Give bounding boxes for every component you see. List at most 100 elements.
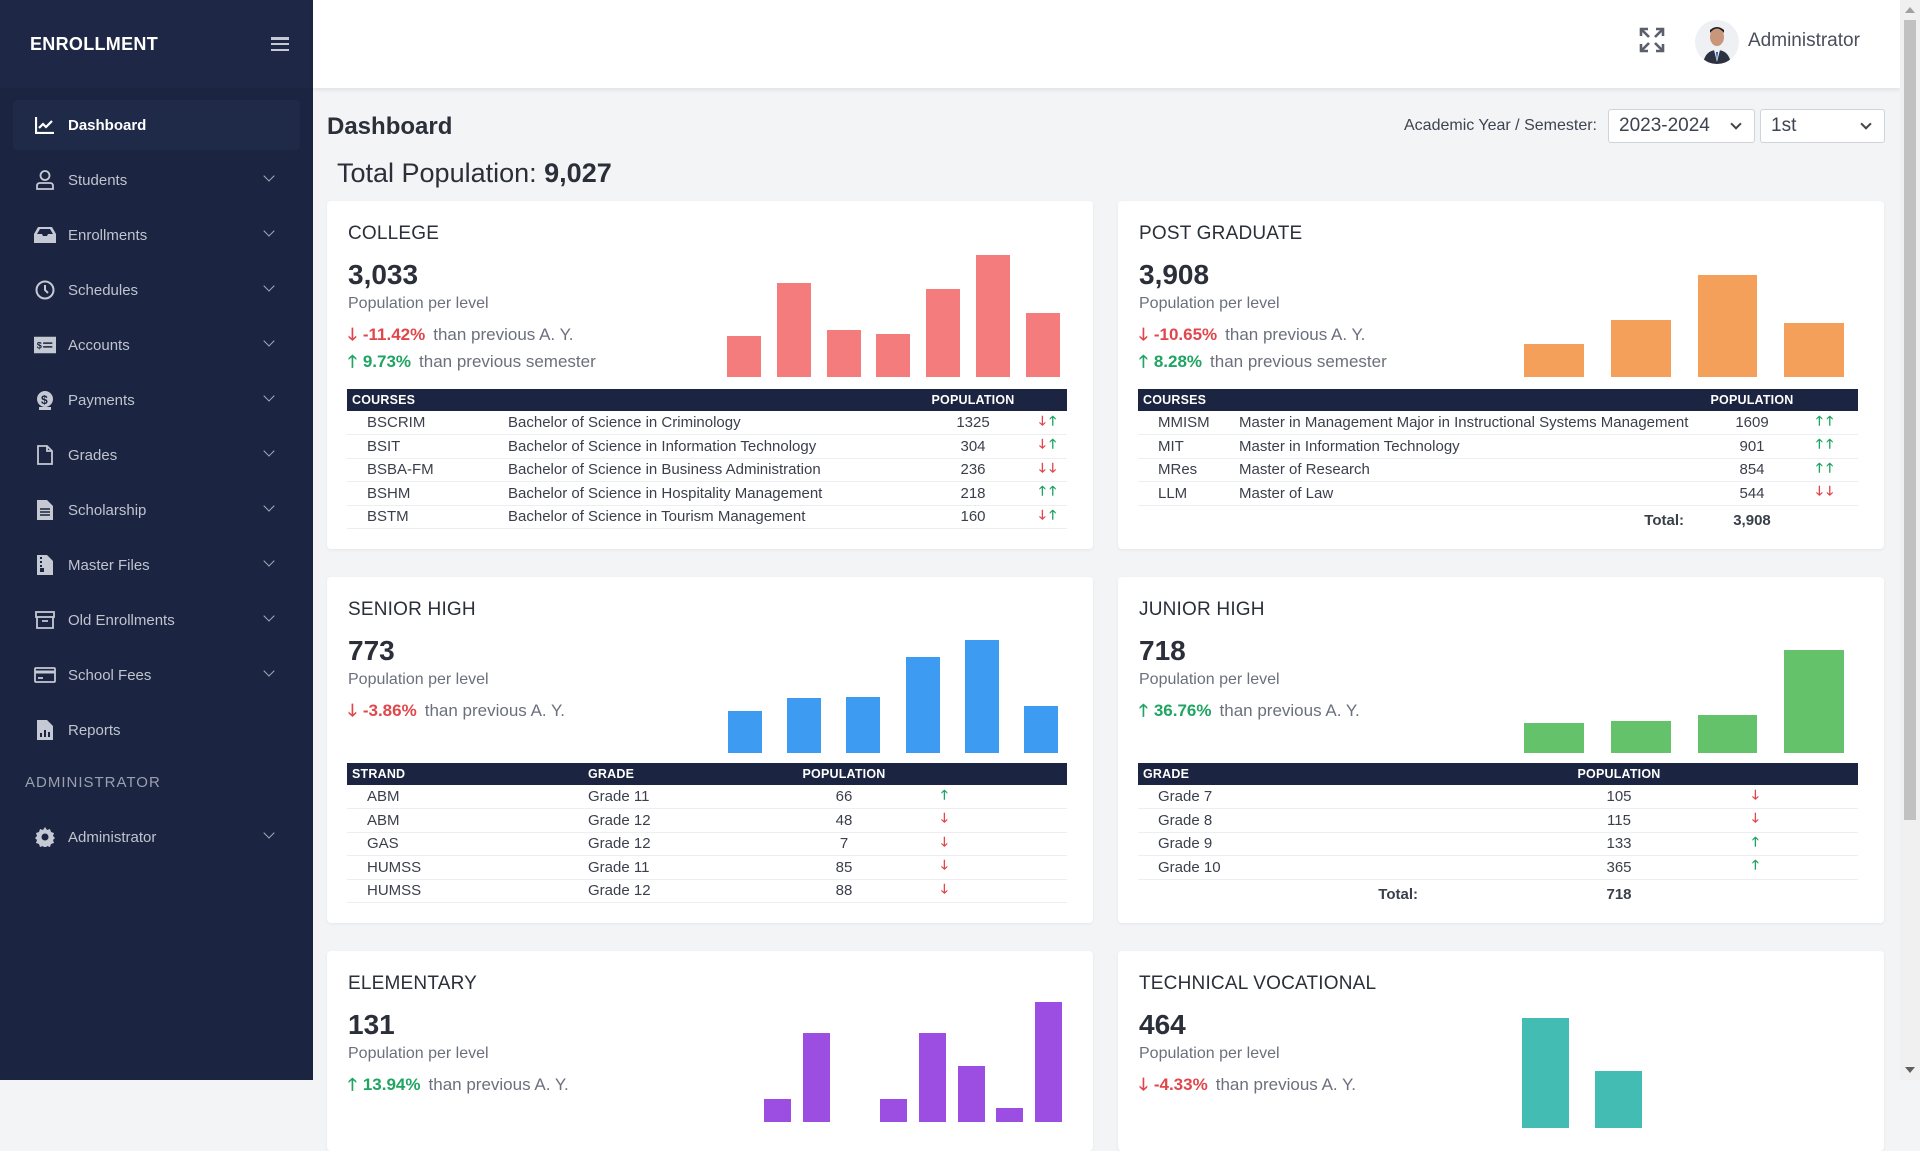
table-row[interactable]: BSIT Bachelor of Science in Information T… <box>347 434 1067 459</box>
scrollbar-thumb[interactable] <box>1904 20 1916 820</box>
total-population-value: 9,027 <box>544 158 612 188</box>
table-row[interactable]: LLM Master of Law 544 🡓 🡓 <box>1138 481 1858 506</box>
chart-bar[interactable] <box>1610 320 1671 377</box>
chart-bar[interactable] <box>876 333 911 377</box>
chart-bar[interactable] <box>802 1032 830 1122</box>
page-scrollbar[interactable] <box>1900 0 1920 1080</box>
table-row[interactable]: Grade 10 365 🡑 <box>1138 855 1858 880</box>
chart-bar[interactable] <box>880 1098 908 1122</box>
table-row[interactable]: MMISM Master in Management Major in Instr… <box>1138 411 1858 435</box>
chart-bar[interactable] <box>1697 715 1758 753</box>
table-row[interactable]: Grade 7 105 🡓 <box>1138 785 1858 809</box>
arrow-down-icon: 🡓 <box>1039 436 1046 452</box>
sidebar-item-enrollments[interactable]: Enrollments <box>13 210 300 260</box>
card-total: 464 <box>1139 1009 1186 1040</box>
chart-bar[interactable] <box>1610 720 1671 753</box>
table-row[interactable]: MIT Master in Information Technology 901 🡑 … <box>1138 434 1858 459</box>
row-name: Grade 8 <box>1138 808 1508 833</box>
chart-bar[interactable] <box>846 696 881 753</box>
user-name[interactable]: Administrator <box>1748 30 1860 51</box>
scroll-up-icon[interactable] <box>1905 7 1915 13</box>
inbox-icon <box>34 224 56 246</box>
table-header: STRAND GRADE POPULATION <box>347 763 1067 785</box>
academic-year-select[interactable]: 2023-2024 <box>1608 109 1755 143</box>
table-row[interactable]: MRes Master of Research 854 🡑 🡑 <box>1138 458 1858 482</box>
chart-bar[interactable] <box>964 640 999 753</box>
table-row[interactable]: Grade 8 115 🡓 <box>1138 808 1858 833</box>
table-row[interactable]: ABM Grade 11 66 🡑 <box>347 785 1067 809</box>
row-code: BSTM <box>347 505 503 529</box>
trend-line: 🡓 -11.42% than previous A. Y. <box>348 322 573 351</box>
arrow-up-icon: 🡑 <box>1049 412 1057 428</box>
college-bar-chart <box>727 255 1060 377</box>
sidebar-item-students[interactable]: Students <box>13 155 300 205</box>
chart-bar[interactable] <box>996 1108 1024 1122</box>
table-header: GRADE POPULATION <box>1138 763 1858 785</box>
card-title: TECHNICAL VOCATIONAL <box>1139 973 1377 994</box>
table-row[interactable]: BSTM Bachelor of Science in Tourism Manag… <box>347 505 1067 529</box>
svg-text:$: $ <box>41 393 48 407</box>
sidebar-item-master-files[interactable]: Master Files <box>13 540 300 590</box>
total-label: Total: <box>1644 511 1684 529</box>
chart-bar[interactable] <box>1524 723 1584 753</box>
box-archive-icon <box>34 609 56 631</box>
sidebar-item-scholarship[interactable]: Scholarship <box>13 485 300 535</box>
chart-bar[interactable] <box>826 329 861 377</box>
row-name: Grade 11 <box>583 855 769 880</box>
sidebar-item-payments[interactable]: $ Payments <box>13 375 300 425</box>
arrow-up-icon: 🡑 <box>1752 833 1759 849</box>
chart-bar[interactable] <box>1522 1018 1569 1128</box>
chart-bar[interactable] <box>728 710 762 753</box>
card-subtitle: Population per level <box>1139 295 1280 312</box>
trend-text: than previous A. Y. <box>1225 325 1366 344</box>
sidebar-item-reports[interactable]: Reports <box>13 705 300 755</box>
scroll-down-icon[interactable] <box>1905 1067 1915 1073</box>
chart-bar[interactable] <box>764 1098 791 1122</box>
money-check-icon: $ <box>34 334 56 356</box>
arrow-down-icon: 🡓 <box>941 810 948 826</box>
chart-bar[interactable] <box>918 1032 946 1122</box>
senior-bar-chart <box>728 640 1058 753</box>
report-icon <box>34 719 56 741</box>
sidebar-item-school-fees[interactable]: School Fees <box>13 650 300 700</box>
sidebar-item-schedules[interactable]: Schedules <box>13 265 300 315</box>
column-header <box>919 763 1067 785</box>
column-header <box>1730 763 1858 785</box>
table-row[interactable]: Grade 9 133 🡑 <box>1138 832 1858 856</box>
sidebar-item-administrator[interactable]: Administrator <box>13 812 300 862</box>
sidebar-item-grades[interactable]: Grades <box>13 430 300 480</box>
chart-bar[interactable] <box>976 255 1011 377</box>
chart-bar[interactable] <box>1034 1002 1062 1122</box>
chart-bar[interactable] <box>1784 650 1844 753</box>
chart-bar[interactable] <box>926 289 961 377</box>
total-population: Total Population: 9,027 <box>337 158 612 189</box>
table-row[interactable]: BSHM Bachelor of Science in Hospitality M… <box>347 481 1067 506</box>
sidebar-item-dashboard[interactable]: Dashboard <box>13 100 300 150</box>
chart-bar[interactable] <box>1784 322 1844 377</box>
chart-bar[interactable] <box>1023 705 1058 753</box>
table-row[interactable]: HUMSS Grade 12 88 🡓 <box>347 879 1067 903</box>
chart-bar[interactable] <box>905 656 940 753</box>
chart-bar[interactable] <box>787 697 822 753</box>
arrow-up-icon: 🡑 <box>1049 506 1057 522</box>
table-row[interactable]: HUMSS Grade 11 85 🡓 <box>347 855 1067 880</box>
chart-bar[interactable] <box>957 1065 985 1122</box>
table-row[interactable]: GAS Grade 12 7 🡓 <box>347 832 1067 856</box>
fullscreen-expand-icon[interactable] <box>1638 26 1666 54</box>
row-name: Master of Law <box>1234 481 1704 506</box>
sidebar-item-accounts[interactable]: $ Accounts <box>13 320 300 370</box>
table-row[interactable]: ABM Grade 12 48 🡓 <box>347 808 1067 833</box>
user-avatar[interactable] <box>1695 20 1739 64</box>
chart-bar[interactable] <box>1524 344 1584 377</box>
card-total: 718 <box>1139 635 1186 666</box>
semester-select[interactable]: 1st <box>1760 109 1885 143</box>
chart-bar[interactable] <box>776 282 811 377</box>
hamburger-menu-icon[interactable] <box>271 37 289 51</box>
sidebar-item-old-enrollments[interactable]: Old Enrollments <box>13 595 300 645</box>
chart-bar[interactable] <box>1697 275 1758 377</box>
chart-bar[interactable] <box>1025 313 1060 377</box>
chart-bar[interactable] <box>727 336 761 377</box>
table-row[interactable]: BSCRIM Bachelor of Science in Criminology… <box>347 411 1067 435</box>
table-row[interactable]: BSBA-FM Bachelor of Science in Business A… <box>347 458 1067 482</box>
user-icon <box>34 169 56 191</box>
